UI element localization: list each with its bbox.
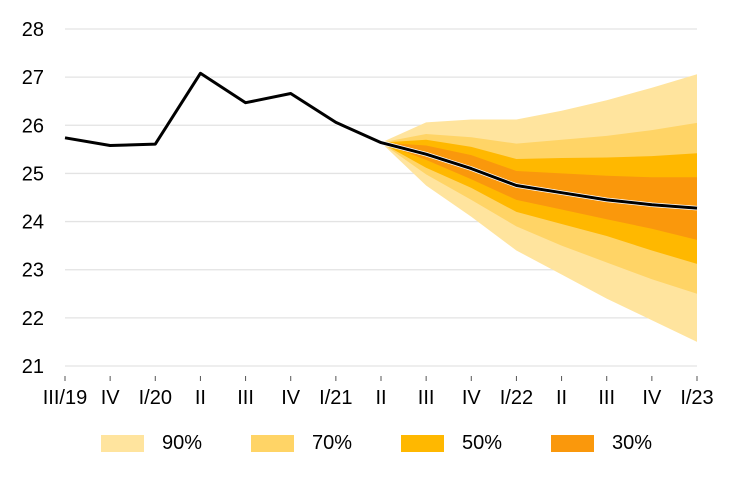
y-tick-label: 27 [22,67,44,89]
x-tick-label: I/21 [319,387,352,409]
y-tick-label: 26 [22,115,44,137]
x-tick-label: I/20 [139,387,172,409]
y-tick-label: 21 [22,356,44,378]
x-tick-label: III [237,387,254,409]
legend-swatch-70 [251,434,294,452]
legend-item-70: 70% [251,428,352,458]
y-tick-label: 24 [22,212,44,234]
series-line [64,71,698,210]
x-axis: III/19 IV I/20 II III IV I/21 II III IV I/22 II III I… [43,376,714,409]
legend-item-50: 50% [401,428,502,458]
x-tick-label: III [598,387,615,409]
legend-label-90: 90% [162,431,203,454]
x-tick-label: III/19 [43,387,87,409]
legend-item-90: 90% [101,428,202,458]
series-lines [64,71,698,211]
legend-label-70: 70% [312,431,353,454]
y-tick-label: 28 [22,19,44,41]
legend-item-30: 30% [551,428,652,458]
y-tick-label: 22 [22,308,44,330]
legend-label-50: 50% [462,431,503,454]
x-tick-label: III [418,387,435,409]
legend: 90% 70% 50% 30% [0,428,736,458]
y-tick-label: 25 [22,163,44,185]
x-tick-label: IV [642,387,662,409]
legend-swatch-50 [401,434,444,452]
x-tick-label: II [375,387,386,409]
fan-bands [381,74,697,342]
legend-swatch-30 [551,434,594,452]
legend-label-30: 30% [612,431,653,454]
y-tick-label: 23 [22,260,44,282]
x-tick-label: IV [462,387,482,409]
gridlines [65,28,697,367]
x-tick-label: I/23 [680,387,713,409]
y-axis: 28 27 26 25 24 23 22 21 [22,19,44,378]
legend-swatch-90 [101,434,144,452]
x-tick-label: IV [281,387,301,409]
x-tick-label: II [195,387,206,409]
x-tick-label: I/22 [500,387,533,409]
x-tick-label: II [556,387,567,409]
x-tick-label: IV [101,387,121,409]
